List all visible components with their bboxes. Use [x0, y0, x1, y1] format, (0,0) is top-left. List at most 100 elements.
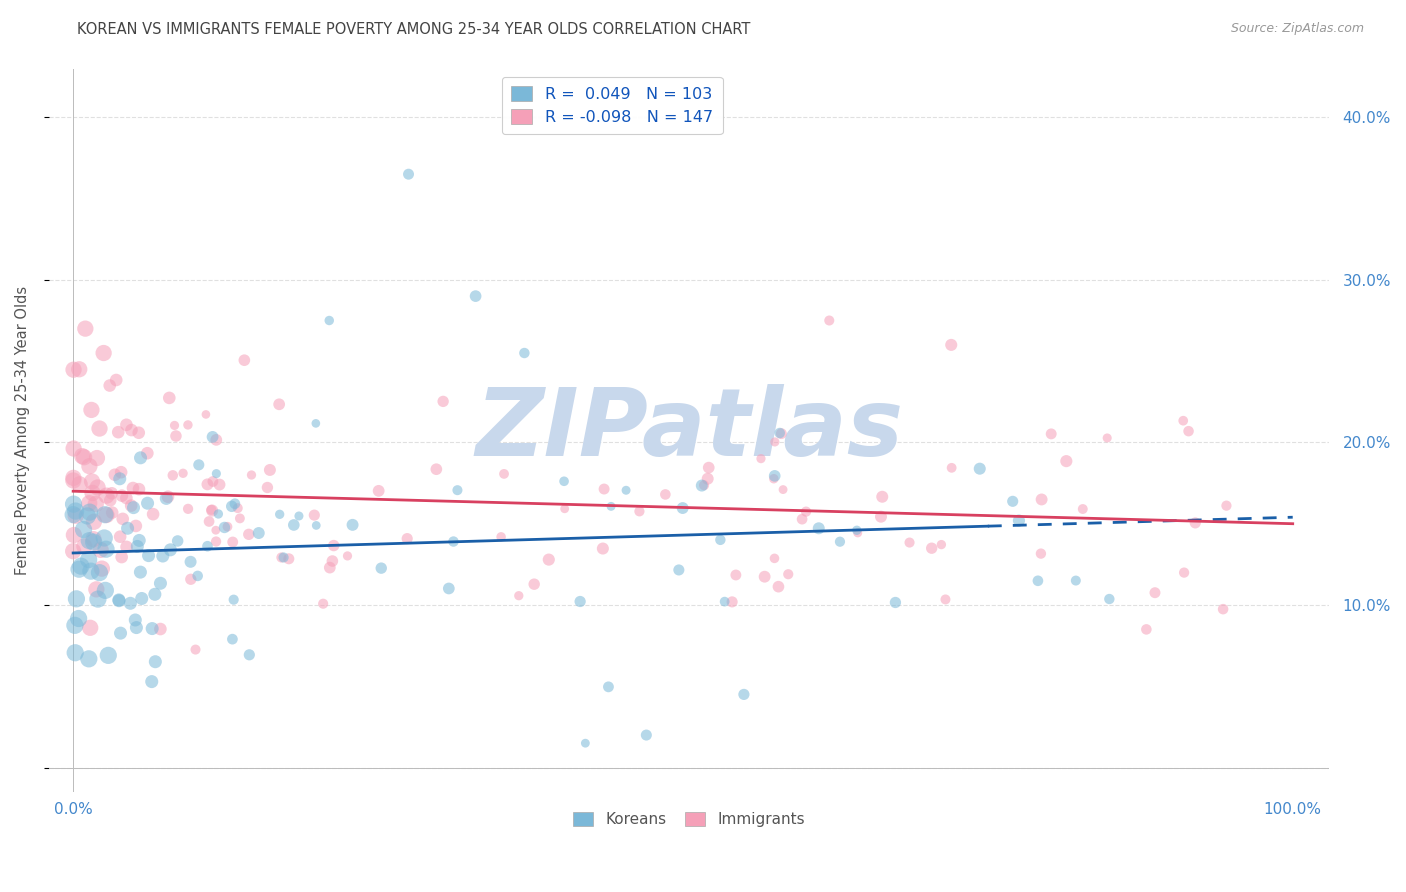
Point [115, 417, 138, 432]
Point [187, 569, 209, 583]
Point [1177, 424, 1199, 438]
Point [870, 509, 893, 524]
Point [142, 507, 165, 521]
Point [1040, 426, 1063, 441]
Point [129, 565, 152, 579]
Point [180, 555, 202, 569]
Point [172, 467, 194, 481]
Point [1095, 431, 1118, 445]
Point [318, 313, 340, 327]
Point [86, 582, 108, 597]
Point [226, 501, 249, 516]
Point [67, 611, 90, 625]
Point [709, 533, 731, 547]
Point [304, 508, 326, 522]
Point [80, 564, 103, 578]
Point [143, 655, 166, 669]
Point [62, 544, 84, 558]
Point [921, 541, 943, 556]
Point [108, 530, 131, 544]
Point [733, 687, 755, 701]
Point [1143, 585, 1166, 599]
Point [98, 493, 121, 508]
Point [136, 496, 159, 510]
Point [108, 593, 131, 607]
Point [222, 535, 245, 549]
Point [941, 460, 963, 475]
Point [82, 486, 104, 500]
Point [155, 491, 177, 506]
Point [83, 535, 105, 549]
Point [1071, 502, 1094, 516]
Point [721, 595, 744, 609]
Point [574, 736, 596, 750]
Point [1212, 602, 1234, 616]
Point [70, 559, 93, 574]
Point [492, 467, 515, 481]
Point [187, 458, 209, 472]
Point [446, 483, 468, 498]
Point [319, 560, 342, 574]
Point [269, 397, 291, 411]
Point [205, 534, 228, 549]
Point [120, 499, 142, 513]
Point [70, 449, 93, 463]
Point [690, 478, 713, 492]
Point [592, 541, 614, 556]
Point [77, 496, 100, 510]
Point [198, 515, 221, 529]
Point [94, 508, 117, 522]
Point [73, 450, 96, 465]
Point [141, 674, 163, 689]
Y-axis label: Female Poverty Among 25-34 Year Olds: Female Poverty Among 25-34 Year Olds [15, 285, 30, 574]
Point [1008, 514, 1031, 528]
Point [65, 508, 87, 523]
Point [600, 500, 623, 514]
Point [163, 418, 186, 433]
Point [62, 474, 84, 488]
Point [398, 167, 420, 181]
Point [194, 408, 217, 422]
Point [83, 515, 105, 529]
Point [425, 462, 447, 476]
Point [513, 346, 536, 360]
Point [62, 471, 84, 485]
Point [67, 362, 90, 376]
Point [111, 512, 134, 526]
Point [696, 472, 718, 486]
Point [79, 505, 101, 519]
Point [693, 478, 716, 492]
Point [117, 521, 139, 535]
Point [523, 577, 546, 591]
Point [636, 728, 658, 742]
Point [101, 506, 124, 520]
Point [136, 446, 159, 460]
Point [184, 642, 207, 657]
Point [749, 451, 772, 466]
Point [149, 622, 172, 636]
Point [768, 580, 790, 594]
Point [305, 518, 328, 533]
Point [93, 531, 115, 545]
Point [221, 632, 243, 647]
Point [305, 417, 328, 431]
Point [165, 429, 187, 443]
Text: Source: ZipAtlas.com: Source: ZipAtlas.com [1230, 22, 1364, 36]
Point [598, 680, 620, 694]
Point [336, 549, 359, 563]
Point [1173, 414, 1195, 428]
Point [124, 613, 146, 627]
Point [90, 561, 112, 575]
Point [846, 525, 869, 540]
Point [96, 508, 118, 522]
Point [464, 289, 486, 303]
Point [100, 486, 122, 500]
Point [120, 596, 142, 610]
Point [65, 591, 87, 606]
Point [73, 540, 96, 554]
Point [80, 475, 103, 489]
Point [628, 504, 651, 518]
Point [489, 530, 512, 544]
Point [149, 576, 172, 591]
Point [1064, 574, 1087, 588]
